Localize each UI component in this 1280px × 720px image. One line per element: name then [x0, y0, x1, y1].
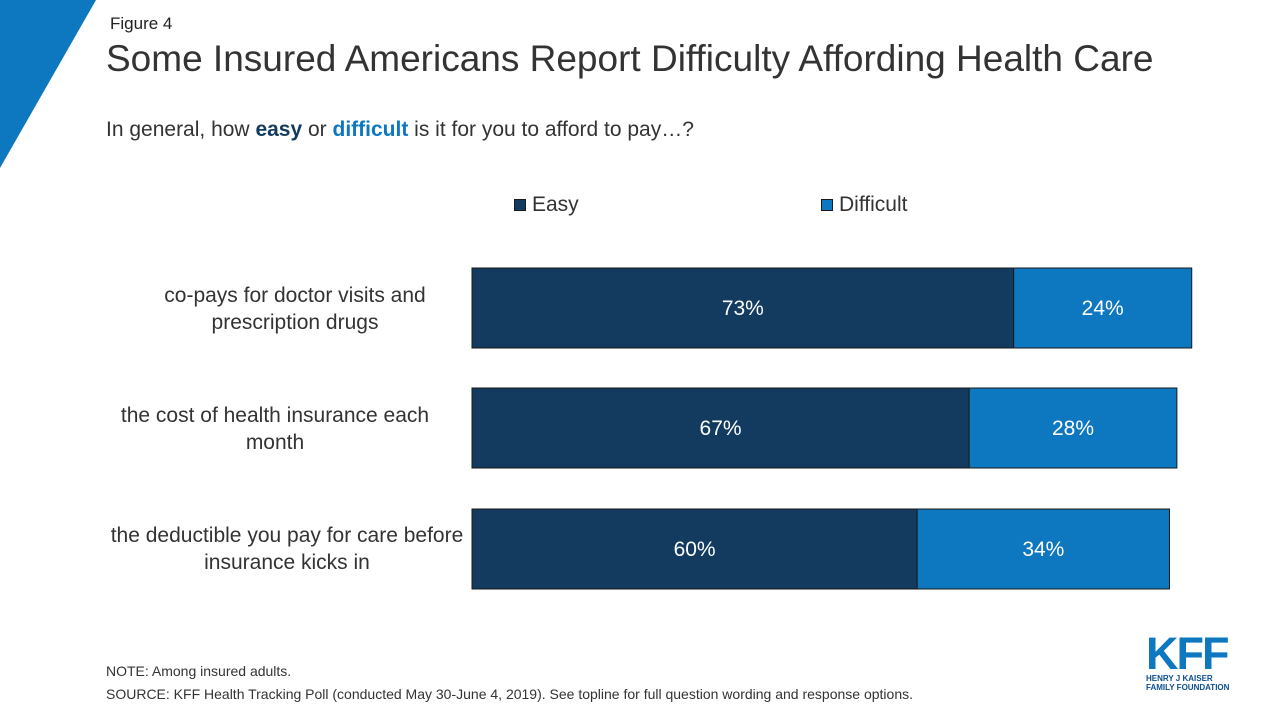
- bar-difficult: [968, 387, 1178, 469]
- bar-difficult: [1013, 267, 1193, 349]
- chart-title: Some Insured Americans Report Difficulty…: [106, 38, 1154, 79]
- category-label: the cost of health insurance each month: [120, 404, 430, 454]
- figure-label: Figure 4: [110, 14, 173, 33]
- category-label: co-pays for doctor visits and prescripti…: [164, 284, 426, 334]
- note-text: NOTE: Among insured adults.: [106, 663, 292, 679]
- question-easy-word: easy: [255, 118, 303, 141]
- bar-easy: [471, 508, 918, 590]
- source-text: SOURCE: KFF Health Tracking Poll (conduc…: [106, 686, 913, 702]
- question-difficult-word: difficult: [332, 118, 409, 141]
- kff-logo-line2: FAMILY FOUNDATION: [1146, 683, 1230, 692]
- data-label-difficult: 34%: [1022, 538, 1064, 561]
- data-label-difficult: 28%: [1052, 417, 1094, 440]
- kff-logo-line1: HENRY J KAISER: [1146, 674, 1213, 683]
- legend-item-difficult: Difficult: [821, 193, 907, 217]
- question-suffix: is it for you to afford to pay…?: [408, 118, 694, 141]
- data-label-difficult: 24%: [1082, 297, 1124, 320]
- bar-easy: [471, 267, 1015, 349]
- kff-logo-mark: KFF: [1146, 628, 1229, 679]
- category-label: the deductible you pay for care before i…: [110, 524, 464, 574]
- data-label-easy: 60%: [674, 538, 716, 561]
- legend-swatch-easy: [514, 199, 526, 211]
- bar-easy: [471, 387, 970, 469]
- question-middle: or: [302, 118, 333, 141]
- legend-label-difficult: Difficult: [839, 193, 908, 216]
- legend-swatch-difficult: [821, 199, 833, 211]
- survey-question: In general, how easy or difficult is it …: [106, 118, 694, 142]
- legend-item-easy: Easy: [514, 193, 579, 217]
- corner-accent-triangle: [0, 0, 96, 168]
- data-label-easy: 73%: [722, 297, 764, 320]
- bar-difficult: [916, 508, 1170, 590]
- question-prefix: In general, how: [106, 118, 256, 141]
- legend-label-easy: Easy: [532, 193, 579, 216]
- data-label-easy: 67%: [700, 417, 742, 440]
- kff-logo: KFF HENRY J KAISER FAMILY FOUNDATION: [1146, 628, 1238, 692]
